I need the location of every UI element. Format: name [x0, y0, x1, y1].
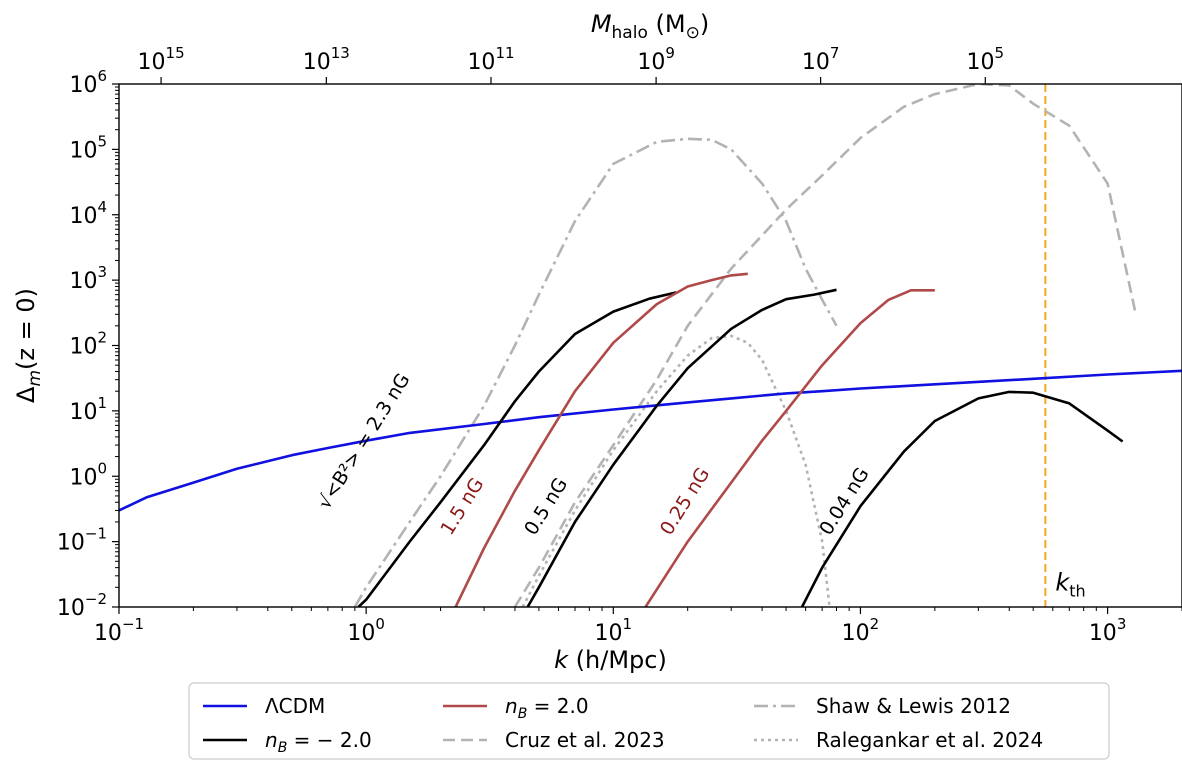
y-axis-label: Δm(z = 0)	[12, 288, 45, 403]
annotation-label: 1.5 nG	[436, 474, 488, 539]
series-line-3	[800, 390, 1124, 607]
y-tick-label: 100	[69, 459, 107, 490]
y-tick-label: 104	[69, 198, 107, 229]
y-tick-label: 10−2	[57, 590, 107, 621]
y-tick-label: 103	[69, 263, 107, 294]
plot-area	[119, 84, 1182, 607]
y-tick-label: 106	[69, 67, 107, 98]
x-axis-label: k (h/Mpc)	[554, 646, 667, 674]
series-line-4	[454, 272, 748, 607]
x-tick-label: 103	[1089, 615, 1127, 646]
top-tick-label: 105	[967, 44, 1005, 75]
top-axis-label: Mhalo (M⊙)	[591, 10, 709, 43]
legend-label: nB = 2.0	[505, 694, 589, 722]
legend-label: Cruz et al. 2023	[505, 728, 665, 752]
y-tick-label: 105	[69, 132, 107, 163]
series-line-2	[526, 288, 837, 607]
x-tick-label: 100	[347, 615, 385, 646]
top-tick-label: 1013	[303, 44, 350, 75]
top-tick-label: 1015	[138, 44, 185, 75]
top-tick-label: 1011	[467, 44, 514, 75]
series-line-0	[119, 369, 1182, 512]
y-tick-label: 10−1	[57, 525, 107, 556]
x-tick-label: 10−1	[94, 615, 144, 646]
top-tick-label: 109	[637, 44, 675, 75]
y-tick-label: 102	[69, 329, 107, 360]
series-line-7	[353, 137, 838, 607]
legend-label: Ralegankar et al. 2024	[816, 728, 1043, 752]
annotation-label: 0.25 nG	[656, 464, 714, 539]
kth-label: kth	[1055, 568, 1085, 600]
legend-label: nB = − 2.0	[265, 728, 372, 756]
series-line-5	[644, 289, 935, 607]
legend: ΛCDM nB = − 2.0 nB = 2.0 Cruz et al. 2023 Sh…	[188, 682, 1110, 760]
legend-label: ΛCDM	[265, 694, 325, 718]
series-line-1	[357, 291, 677, 607]
legend-label: Shaw & Lewis 2012	[816, 694, 1011, 718]
legend-box	[188, 682, 1110, 760]
annotation-label: 0.5 nG	[520, 474, 572, 539]
plot-frame	[118, 83, 1182, 608]
x-tick-label: 101	[595, 615, 633, 646]
axes: 10−1 100 101 102 10310−210−11001011021031041…	[12, 10, 1182, 674]
annotation-label: √<B²> = 2.3 nG	[313, 369, 414, 513]
series-line-6	[513, 84, 1138, 607]
series-line-8	[521, 334, 831, 607]
y-tick-label: 101	[69, 394, 107, 425]
x-tick-label: 102	[842, 615, 880, 646]
top-tick-label: 107	[802, 44, 840, 75]
